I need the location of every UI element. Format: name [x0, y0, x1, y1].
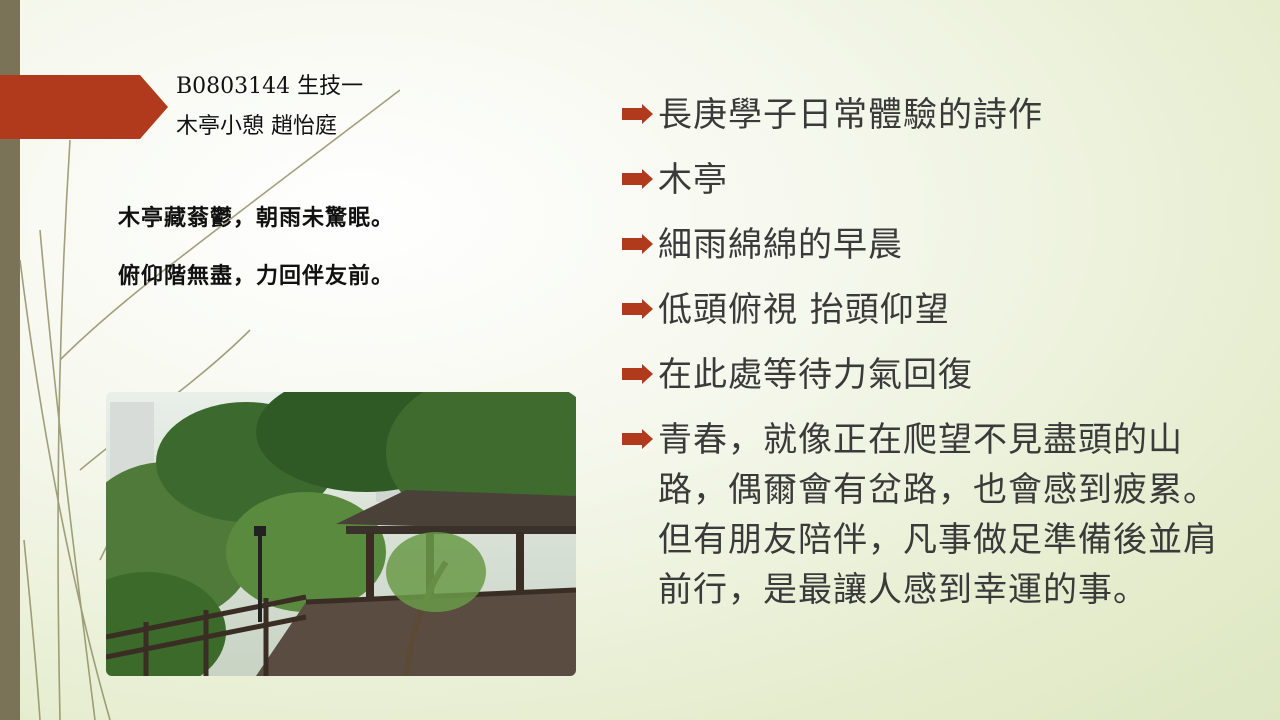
- poem-line-2: 俯仰階無盡，力回伴友前。: [118, 263, 395, 289]
- poem-line-1: 木亭藏蓊鬱，朝雨未驚眠。: [118, 205, 395, 231]
- bullet-text: 長庚學子日常體驗的詩作: [658, 95, 1043, 135]
- bullet-item: 長庚學子日常體驗的詩作: [622, 90, 1262, 140]
- arrow-bullet-icon: [622, 429, 654, 449]
- bullet-text: 在此處等待力氣回復: [658, 355, 973, 395]
- bullet-item: 低頭俯視 抬頭仰望: [622, 285, 1262, 335]
- bullet-text: 低頭俯視 抬頭仰望: [658, 290, 950, 330]
- arrow-bullet-icon: [622, 169, 654, 189]
- arrow-bullet-icon: [622, 104, 654, 124]
- arrow-bullet-icon: [622, 234, 654, 254]
- author-id-class: B0803144 生技一: [176, 74, 364, 99]
- bullet-text: 青春，就像正在爬望不見盡頭的山路，偶爾會有岔路，也會感到疲累。但有朋友陪伴，凡事…: [658, 420, 1218, 610]
- bullet-item: 木亭: [622, 155, 1262, 205]
- arrow-bullet-icon: [622, 364, 654, 384]
- pavilion-photo: [106, 392, 576, 676]
- bullet-item: 在此處等待力氣回復: [622, 350, 1262, 400]
- bullet-list: 長庚學子日常體驗的詩作 木亭 細雨綿綿的早晨 低頭俯視 抬頭仰望 在此處等待力氣…: [622, 90, 1262, 630]
- left-accent-bar: [0, 0, 20, 720]
- bullet-text: 細雨綿綿的早晨: [658, 225, 903, 265]
- title-ribbon: [0, 75, 168, 139]
- bullet-text: 木亭: [658, 160, 728, 200]
- arrow-bullet-icon: [622, 299, 654, 319]
- bullet-item: 青春，就像正在爬望不見盡頭的山路，偶爾會有岔路，也會感到疲累。但有朋友陪伴，凡事…: [622, 415, 1262, 615]
- poem-title-author: 木亭小憩 趙怡庭: [176, 114, 337, 139]
- bullet-item: 細雨綿綿的早晨: [622, 220, 1262, 270]
